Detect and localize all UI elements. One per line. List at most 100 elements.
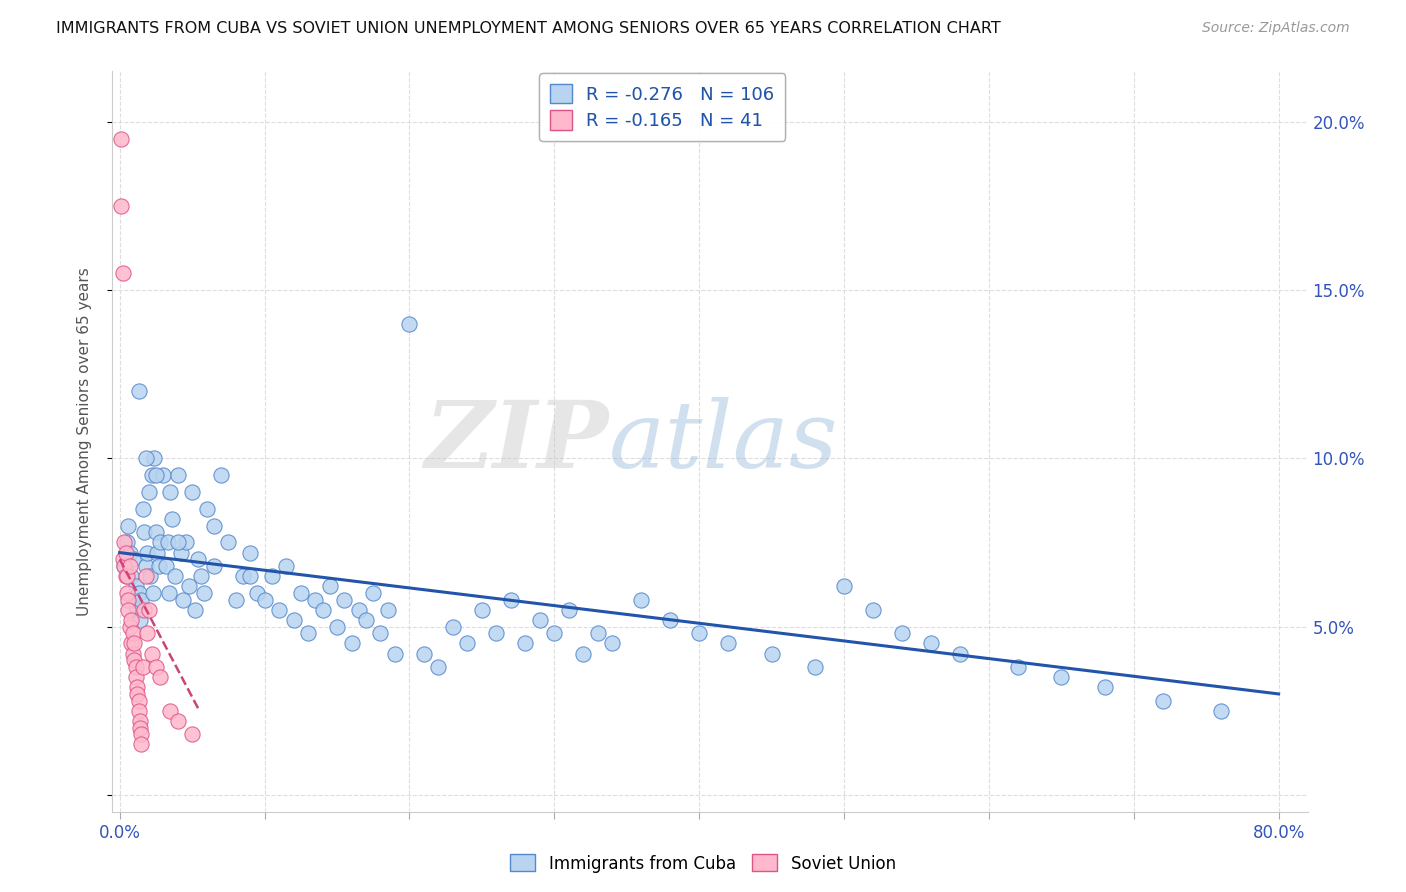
Point: [118, 559, 141, 574]
Text: Source: ZipAtlas.com: Source: ZipAtlas.com: [1202, 21, 1350, 35]
Point: [117, 592, 139, 607]
Point: [572, 647, 595, 661]
Point: [347, 603, 370, 617]
Point: [149, 535, 172, 549]
Point: [181, 727, 204, 741]
Point: [134, 525, 156, 540]
Point: [120, 569, 142, 583]
Point: [354, 613, 377, 627]
Point: [143, 451, 166, 466]
Point: [202, 559, 225, 574]
Point: [195, 501, 218, 516]
Point: [340, 636, 363, 650]
Point: [124, 579, 146, 593]
Point: [297, 626, 319, 640]
Point: [190, 569, 212, 583]
Point: [134, 603, 156, 617]
Point: [127, 603, 149, 617]
Point: [122, 636, 145, 650]
Point: [136, 626, 159, 640]
Point: [149, 670, 172, 684]
Point: [239, 546, 262, 560]
Point: [156, 535, 179, 549]
Point: [586, 626, 609, 640]
Point: [131, 592, 153, 607]
Point: [232, 569, 254, 583]
Point: [112, 535, 135, 549]
Point: [146, 546, 169, 560]
Text: atlas: atlas: [609, 397, 838, 486]
Point: [441, 619, 464, 633]
Point: [717, 636, 740, 650]
Point: [456, 636, 478, 650]
Point: [471, 603, 494, 617]
Point: [413, 647, 436, 661]
Point: [117, 518, 139, 533]
Point: [862, 603, 884, 617]
Point: [145, 525, 167, 540]
Point: [121, 552, 143, 566]
Point: [139, 569, 162, 583]
Point: [370, 626, 392, 640]
Point: [276, 559, 298, 574]
Point: [832, 579, 855, 593]
Point: [127, 687, 149, 701]
Point: [122, 653, 145, 667]
Point: [112, 559, 135, 574]
Point: [1007, 660, 1029, 674]
Point: [1050, 670, 1073, 684]
Point: [163, 569, 186, 583]
Point: [209, 468, 232, 483]
Point: [543, 626, 565, 640]
Point: [1094, 680, 1116, 694]
Point: [600, 636, 623, 650]
Point: [326, 619, 349, 633]
Point: [115, 535, 138, 549]
Point: [159, 704, 181, 718]
Point: [176, 535, 198, 549]
Point: [253, 592, 276, 607]
Point: [159, 485, 181, 500]
Point: [142, 586, 165, 600]
Y-axis label: Unemployment Among Seniors over 65 years: Unemployment Among Seniors over 65 years: [77, 268, 91, 615]
Point: [361, 586, 384, 600]
Point: [122, 592, 145, 607]
Point: [141, 647, 163, 661]
Point: [129, 714, 152, 728]
Point: [138, 485, 160, 500]
Point: [128, 694, 150, 708]
Point: [891, 626, 914, 640]
Point: [135, 569, 157, 583]
Point: [515, 636, 537, 650]
Point: [135, 451, 157, 466]
Point: [110, 199, 132, 213]
Point: [115, 569, 138, 583]
Point: [311, 603, 333, 617]
Point: [239, 569, 262, 583]
Point: [659, 613, 682, 627]
Point: [131, 727, 153, 741]
Point: [166, 468, 188, 483]
Point: [112, 559, 135, 574]
Point: [377, 603, 399, 617]
Text: ZIP: ZIP: [425, 397, 609, 486]
Legend: R = -0.276   N = 106, R = -0.165   N = 41: R = -0.276 N = 106, R = -0.165 N = 41: [540, 73, 785, 141]
Point: [246, 586, 269, 600]
Point: [129, 613, 152, 627]
Text: IMMIGRANTS FROM CUBA VS SOVIET UNION UNEMPLOYMENT AMONG SENIORS OVER 65 YEARS CO: IMMIGRANTS FROM CUBA VS SOVIET UNION UNE…: [56, 21, 1001, 36]
Point: [157, 586, 180, 600]
Point: [181, 485, 204, 500]
Point: [558, 603, 581, 617]
Point: [529, 613, 551, 627]
Point: [118, 619, 141, 633]
Point: [155, 559, 177, 574]
Legend: Immigrants from Cuba, Soviet Union: Immigrants from Cuba, Soviet Union: [503, 847, 903, 880]
Point: [761, 647, 783, 661]
Point: [160, 512, 183, 526]
Point: [121, 626, 143, 640]
Point: [804, 660, 827, 674]
Point: [136, 546, 159, 560]
Point: [187, 552, 209, 566]
Point: [129, 721, 152, 735]
Point: [166, 535, 188, 549]
